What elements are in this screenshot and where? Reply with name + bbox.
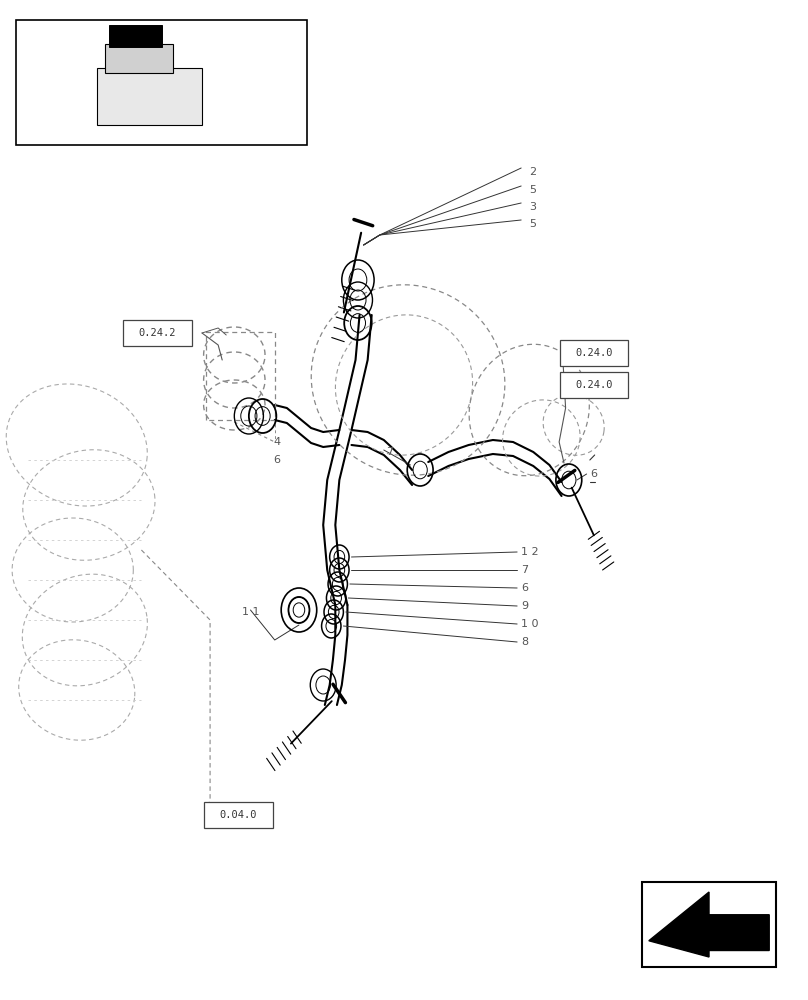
Text: 0.24.2: 0.24.2 [139,328,176,338]
Bar [559,372,628,398]
Text: 7: 7 [386,447,393,457]
Text: 1 2: 1 2 [521,547,539,557]
Text: 3: 3 [529,202,537,212]
Bar [204,802,273,828]
Text: 1 1: 1 1 [242,607,260,617]
Text: 6: 6 [590,469,597,479]
Text: 5: 5 [529,219,537,229]
Polygon shape [649,892,769,957]
Text: 0.24.0: 0.24.0 [575,380,612,390]
Text: 0.24.0: 0.24.0 [575,348,612,358]
Text: 6: 6 [273,455,280,465]
Bar [642,882,776,967]
Text: 9: 9 [521,601,528,611]
Text: 5: 5 [529,185,537,195]
Bar [97,68,202,125]
Text: 7: 7 [521,565,528,575]
Text: 1 0: 1 0 [521,619,539,629]
Bar [123,320,191,346]
Text: 8: 8 [521,637,528,647]
Polygon shape [109,25,162,47]
Text: 0.04.0: 0.04.0 [220,810,257,820]
Bar [105,44,174,73]
Text: 6: 6 [521,583,528,593]
Text: 2: 2 [529,167,537,177]
Bar [559,340,628,366]
Bar [16,20,307,145]
Text: 4: 4 [273,437,280,447]
